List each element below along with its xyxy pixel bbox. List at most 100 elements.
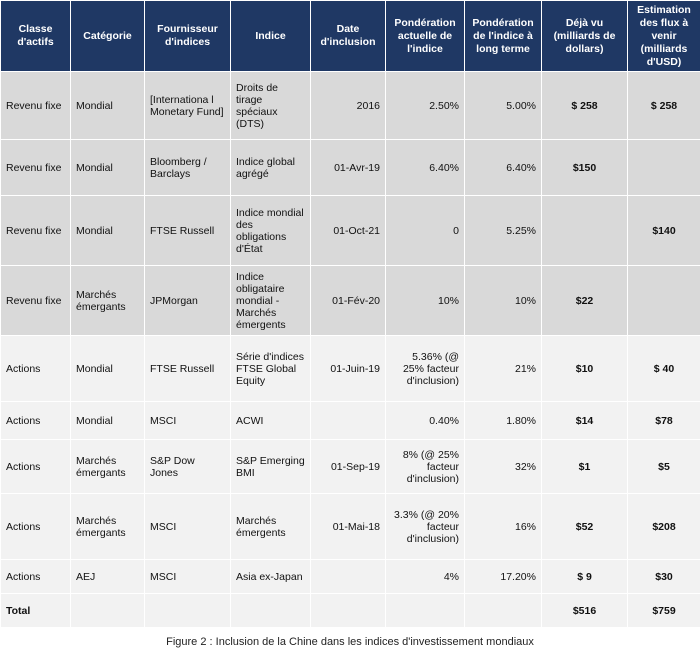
col-header-index: Indice	[230, 0, 311, 72]
cell-already-seen: $10	[541, 335, 628, 402]
col-header-inclusion-date: Date d'inclusion	[310, 0, 386, 72]
table-row: Actions Mondial FTSE Russell Série d'indice…	[0, 335, 700, 402]
cell-category: Marchés émergants	[70, 493, 145, 560]
cell-category: Mondial	[70, 335, 145, 402]
cell-asset-class: Actions	[0, 401, 71, 440]
cell-category: Mondial	[70, 139, 145, 196]
cell-category: Mondial	[70, 71, 145, 140]
cell-provider: [Internationa l Monetary Fund]	[144, 71, 231, 140]
col-header-future-flows: Estimation des flux à venir (milliards d…	[627, 0, 700, 72]
table-row: Revenu fixe Mondial Bloomberg / Barclays In…	[0, 139, 700, 196]
total-cell-provider	[144, 593, 231, 628]
cell-current-weight: 5.36% (@ 25% facteur d'inclusion)	[385, 335, 465, 402]
cell-future-flows: $140	[627, 195, 700, 266]
cell-future-flows	[627, 139, 700, 196]
total-cell-future-flows: $759	[627, 593, 700, 628]
col-header-long-term-weight: Pondération de l'indice à long terme	[464, 0, 542, 72]
cell-category: AEJ	[70, 559, 145, 594]
cell-current-weight: 8% (@ 25% facteur d'inclusion)	[385, 439, 465, 494]
cell-already-seen: $52	[541, 493, 628, 560]
cell-long-term-weight: 21%	[464, 335, 542, 402]
cell-provider: MSCI	[144, 401, 231, 440]
cell-inclusion-date: 01-Oct-21	[310, 195, 386, 266]
cell-category: Mondial	[70, 195, 145, 266]
table-row: Actions AEJ MSCI Asia ex-Japan 4% 17.20% $ 9 $3…	[0, 559, 700, 594]
cell-asset-class: Revenu fixe	[0, 265, 71, 336]
figure-caption: Figure 2 : Inclusion de la Chine dans le…	[166, 636, 534, 648]
cell-asset-class: Actions	[0, 559, 71, 594]
cell-category: Marchés émergants	[70, 265, 145, 336]
cell-index: Série d'indices FTSE Global Equity	[230, 335, 311, 402]
cell-provider: Bloomberg / Barclays	[144, 139, 231, 196]
table-row: Actions Mondial MSCI ACWI 0.40% 1.80% $14 $78	[0, 401, 700, 440]
table-row: Revenu fixe Mondial [Internationa l Moneta…	[0, 71, 700, 140]
total-cell-category	[70, 593, 145, 628]
cell-future-flows: $ 40	[627, 335, 700, 402]
cell-future-flows: $30	[627, 559, 700, 594]
cell-current-weight: 10%	[385, 265, 465, 336]
table-row: Revenu fixe Mondial FTSE Russell Indice mon…	[0, 195, 700, 266]
cell-long-term-weight: 5.25%	[464, 195, 542, 266]
col-header-asset-class: Classe d'actifs	[0, 0, 71, 72]
cell-already-seen: $1	[541, 439, 628, 494]
cell-long-term-weight: 16%	[464, 493, 542, 560]
cell-asset-class: Revenu fixe	[0, 139, 71, 196]
cell-category: Mondial	[70, 401, 145, 440]
cell-inclusion-date: 01-Juin-19	[310, 335, 386, 402]
cell-long-term-weight: 5.00%	[464, 71, 542, 140]
cell-provider: S&P Dow Jones	[144, 439, 231, 494]
col-header-already-seen: Déjà vu (milliards de dollars)	[541, 0, 628, 72]
cell-current-weight: 0.40%	[385, 401, 465, 440]
cell-asset-class: Revenu fixe	[0, 71, 71, 140]
cell-inclusion-date: 01-Sep-19	[310, 439, 386, 494]
cell-future-flows: $208	[627, 493, 700, 560]
cell-future-flows: $5	[627, 439, 700, 494]
cell-provider: MSCI	[144, 493, 231, 560]
cell-current-weight: 3.3% (@ 20% facteur d'inclusion)	[385, 493, 465, 560]
table-row: Actions Marchés émergants S&P Dow Jones S&P…	[0, 439, 700, 494]
table-row: Revenu fixe Marchés émergants JPMorgan Indi…	[0, 265, 700, 336]
cell-long-term-weight: 1.80%	[464, 401, 542, 440]
total-label: Total	[0, 593, 71, 628]
cell-future-flows: $78	[627, 401, 700, 440]
cell-provider: JPMorgan	[144, 265, 231, 336]
cell-category: Marchés émergants	[70, 439, 145, 494]
cell-long-term-weight: 32%	[464, 439, 542, 494]
table-row: Actions Marchés émergants MSCI Marchés émer…	[0, 493, 700, 560]
cell-inclusion-date: 01-Mai-18	[310, 493, 386, 560]
col-header-index-provider: Fournisseur d'indices	[144, 0, 231, 72]
total-cell-current-weight	[385, 593, 465, 628]
cell-already-seen: $ 258	[541, 71, 628, 140]
cell-already-seen: $150	[541, 139, 628, 196]
cell-already-seen: $14	[541, 401, 628, 440]
investment-indices-table: Classe d'actifs Catégorie Fournisseur d'…	[0, 0, 700, 628]
cell-provider: FTSE Russell	[144, 195, 231, 266]
cell-inclusion-date	[310, 401, 386, 440]
cell-index: Asia ex-Japan	[230, 559, 311, 594]
cell-asset-class: Revenu fixe	[0, 195, 71, 266]
cell-index: Indice obligataire mondial - Marchés éme…	[230, 265, 311, 336]
cell-index: Indice global agrégé	[230, 139, 311, 196]
cell-already-seen	[541, 195, 628, 266]
cell-already-seen: $22	[541, 265, 628, 336]
cell-current-weight: 2.50%	[385, 71, 465, 140]
cell-inclusion-date: 2016	[310, 71, 386, 140]
cell-current-weight: 4%	[385, 559, 465, 594]
total-cell-already-seen: $516	[541, 593, 628, 628]
cell-long-term-weight: 10%	[464, 265, 542, 336]
cell-index: Marchés émergents	[230, 493, 311, 560]
cell-future-flows: $ 258	[627, 71, 700, 140]
cell-asset-class: Actions	[0, 439, 71, 494]
cell-inclusion-date	[310, 559, 386, 594]
cell-index: ACWI	[230, 401, 311, 440]
header-row: Classe d'actifs Catégorie Fournisseur d'…	[0, 0, 700, 72]
cell-provider: FTSE Russell	[144, 335, 231, 402]
total-cell-index	[230, 593, 311, 628]
total-cell-long-term-weight	[464, 593, 542, 628]
cell-asset-class: Actions	[0, 335, 71, 402]
cell-index: S&P Emerging BMI	[230, 439, 311, 494]
cell-long-term-weight: 17.20%	[464, 559, 542, 594]
cell-current-weight: 0	[385, 195, 465, 266]
col-header-category: Catégorie	[70, 0, 145, 72]
total-cell-inclusion-date	[310, 593, 386, 628]
